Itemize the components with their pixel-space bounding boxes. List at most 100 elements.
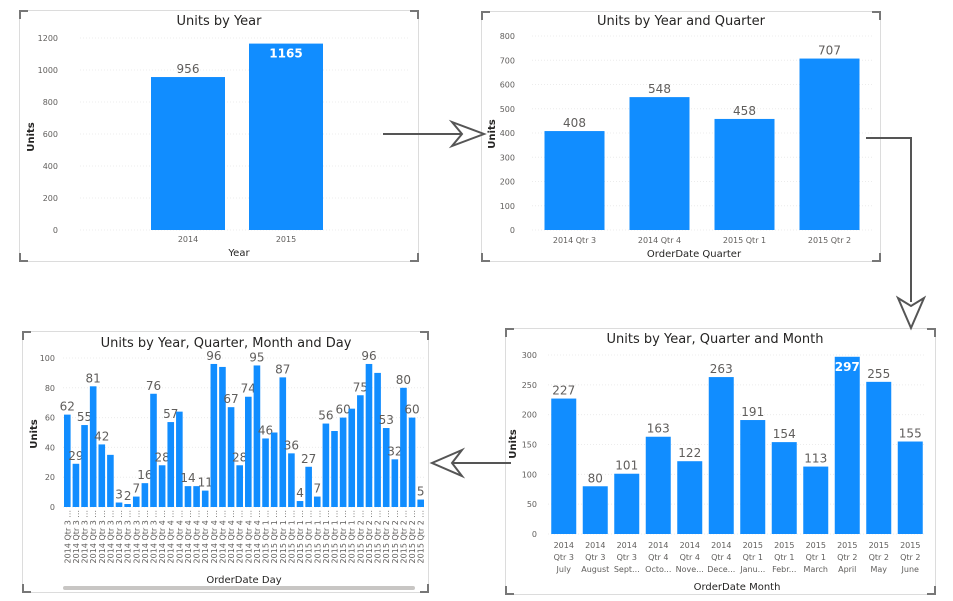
- bar-group[interactable]: 113: [803, 452, 829, 534]
- bar[interactable]: [210, 363, 218, 507]
- bar[interactable]: [184, 486, 192, 507]
- bar-group[interactable]: 408: [544, 116, 605, 230]
- resize-handle[interactable]: [927, 586, 936, 595]
- bar-group[interactable]: 60: [335, 403, 351, 507]
- bar-group[interactable]: [176, 411, 183, 507]
- bar[interactable]: [339, 417, 347, 507]
- bar[interactable]: [382, 428, 390, 507]
- bar[interactable]: [296, 501, 304, 507]
- bar[interactable]: [245, 396, 252, 507]
- bar[interactable]: [740, 420, 766, 534]
- bar-group[interactable]: 87: [275, 362, 290, 507]
- bar-group[interactable]: 74: [241, 382, 256, 507]
- bar[interactable]: [81, 425, 88, 507]
- bar-group[interactable]: 56: [318, 409, 334, 507]
- bar[interactable]: [98, 444, 106, 507]
- bar[interactable]: [803, 466, 829, 534]
- bar[interactable]: [279, 377, 287, 507]
- resize-handle[interactable]: [481, 11, 490, 20]
- bar[interactable]: [365, 363, 373, 507]
- chart-panel-units-by-year-quarter[interactable]: Units by Year and Quarter OrderDate Quar…: [481, 11, 881, 262]
- resize-handle[interactable]: [410, 253, 419, 262]
- bar[interactable]: [357, 395, 364, 507]
- chart-panel-units-by-year-quarter-month[interactable]: Units by Year, Quarter and Month OrderDa…: [505, 328, 936, 595]
- bar-group[interactable]: 548: [629, 82, 690, 230]
- bar[interactable]: [799, 58, 860, 230]
- bar-group[interactable]: 7: [313, 482, 321, 507]
- bar[interactable]: [305, 466, 312, 507]
- bar-group[interactable]: 28: [232, 450, 247, 507]
- bar-group[interactable]: 28: [154, 450, 170, 507]
- chart-panel-units-by-year-quarter-month-day[interactable]: Units by Year, Quarter, Month and Day Or…: [22, 331, 429, 593]
- bar[interactable]: [115, 502, 123, 507]
- horizontal-scrollbar[interactable]: [63, 586, 415, 590]
- bar-group[interactable]: 7: [132, 482, 140, 507]
- bar[interactable]: [262, 438, 269, 507]
- bar-group[interactable]: 956: [151, 62, 225, 230]
- bar-group[interactable]: 62: [60, 400, 75, 507]
- bar-group[interactable]: 29: [68, 449, 84, 507]
- bar-group[interactable]: 1165: [249, 43, 323, 230]
- bar[interactable]: [677, 461, 703, 534]
- bar-group[interactable]: 4: [296, 486, 304, 507]
- bar-group[interactable]: 458: [714, 104, 775, 230]
- bar[interactable]: [249, 43, 323, 230]
- bar[interactable]: [236, 465, 243, 507]
- resize-handle[interactable]: [420, 584, 429, 593]
- bar[interactable]: [417, 499, 424, 507]
- bar[interactable]: [866, 381, 892, 534]
- resize-handle[interactable]: [19, 10, 28, 19]
- bar-group[interactable]: 101: [614, 459, 640, 534]
- bar-group[interactable]: 155: [897, 427, 923, 534]
- bar[interactable]: [193, 486, 200, 507]
- bar[interactable]: [167, 422, 175, 507]
- bar-group[interactable]: 32: [387, 444, 402, 507]
- bar-group[interactable]: 36: [284, 438, 299, 507]
- bar[interactable]: [897, 441, 923, 534]
- bar[interactable]: [544, 131, 605, 230]
- resize-handle[interactable]: [410, 10, 419, 19]
- bar[interactable]: [151, 77, 225, 230]
- bar[interactable]: [124, 504, 131, 507]
- bar-group[interactable]: [374, 372, 381, 507]
- bar[interactable]: [313, 496, 321, 507]
- bar[interactable]: [348, 408, 356, 507]
- bar[interactable]: [288, 453, 295, 507]
- resize-handle[interactable]: [505, 328, 514, 337]
- bar-group[interactable]: 57: [163, 407, 178, 507]
- bar[interactable]: [614, 473, 640, 534]
- bar[interactable]: [253, 365, 261, 507]
- bar[interactable]: [227, 407, 235, 507]
- bar[interactable]: [176, 411, 183, 507]
- bar-group[interactable]: 76: [146, 379, 161, 507]
- bar-group[interactable]: 96: [206, 349, 221, 507]
- bar-group[interactable]: 227: [551, 384, 577, 534]
- bar-group[interactable]: [193, 486, 200, 507]
- bar-group[interactable]: [107, 454, 114, 507]
- bar[interactable]: [582, 486, 608, 534]
- bar-group[interactable]: [270, 432, 278, 508]
- bar[interactable]: [219, 366, 226, 507]
- resize-handle[interactable]: [22, 331, 31, 340]
- bar[interactable]: [331, 431, 338, 507]
- bar[interactable]: [708, 377, 734, 534]
- resize-handle[interactable]: [872, 11, 881, 20]
- bar-group[interactable]: 80: [582, 471, 608, 534]
- chart-panel-units-by-year[interactable]: Units by Year Year Units 0 200 400 600 800 10…: [19, 10, 419, 262]
- bar[interactable]: [89, 386, 97, 507]
- bar-group[interactable]: 96: [361, 349, 377, 507]
- bar[interactable]: [629, 97, 690, 230]
- bar-group[interactable]: 707: [799, 44, 860, 230]
- bar[interactable]: [64, 414, 71, 507]
- resize-handle[interactable]: [420, 331, 429, 340]
- bar[interactable]: [374, 372, 381, 507]
- bar[interactable]: [132, 496, 140, 507]
- bar-group[interactable]: [219, 366, 226, 507]
- bar-group[interactable]: 67: [223, 392, 239, 507]
- bar-group[interactable]: 46: [258, 423, 273, 507]
- bar[interactable]: [158, 465, 166, 507]
- bar-group[interactable]: 16: [137, 468, 153, 507]
- resize-handle[interactable]: [505, 586, 514, 595]
- bar-group[interactable]: 42: [94, 429, 109, 507]
- bar-group[interactable]: 3: [115, 488, 123, 507]
